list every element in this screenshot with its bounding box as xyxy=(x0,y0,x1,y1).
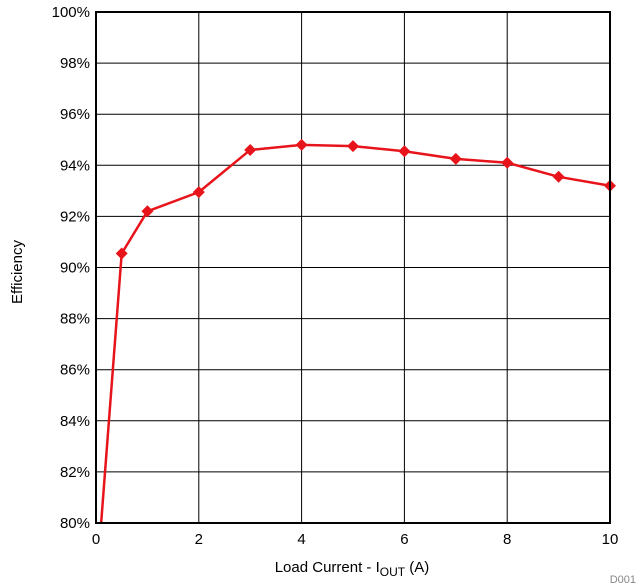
y-tick-labels: 80% 82% 84% 86% 88% 90% 92% 94% 96% 98% 100% xyxy=(52,4,90,532)
series-line xyxy=(99,143,611,524)
x-tick-label: 8 xyxy=(503,531,511,548)
plot-frame xyxy=(95,11,611,524)
grid-lines xyxy=(96,12,610,523)
y-tick-label: 88% xyxy=(60,311,90,328)
data-point-marker xyxy=(115,247,128,260)
data-point-marker xyxy=(192,186,205,199)
x-axis-label-subscript: OUT xyxy=(380,565,406,579)
y-axis-label: Efficiency xyxy=(9,240,26,304)
x-axis-label-main: Load Current - I xyxy=(275,559,380,576)
y-tick-label: 100% xyxy=(52,4,90,21)
figure-code: D001 xyxy=(610,574,636,586)
data-point-marker xyxy=(347,140,359,153)
data-point-marker xyxy=(295,138,308,151)
data-point-marker xyxy=(552,170,565,183)
x-tick-label: 6 xyxy=(400,531,408,548)
y-tick-label: 98% xyxy=(60,55,90,72)
y-tick-label: 90% xyxy=(60,260,90,277)
data-point-marker xyxy=(398,145,411,158)
x-tick-label: 10 xyxy=(602,531,619,548)
y-tick-label: 86% xyxy=(60,362,90,379)
y-tick-label: 82% xyxy=(60,464,90,481)
x-tick-label: 4 xyxy=(297,531,305,548)
x-axis-label: Load Current - IOUT (A) xyxy=(275,559,430,579)
data-point-marker xyxy=(501,156,514,169)
y-tick-label: 84% xyxy=(60,413,90,430)
data-point-marker xyxy=(449,152,462,165)
y-tick-label: 96% xyxy=(60,106,90,123)
data-point-marker xyxy=(244,143,257,156)
y-tick-label: 80% xyxy=(60,515,90,532)
y-tick-label: 94% xyxy=(60,157,90,174)
data-point-marker xyxy=(141,205,154,218)
y-tick-label: 92% xyxy=(60,208,90,225)
x-tick-label: 0 xyxy=(92,531,100,548)
x-tick-labels: 0 2 4 6 8 10 xyxy=(92,531,619,548)
x-tick-label: 2 xyxy=(195,531,203,548)
series-layer xyxy=(99,138,616,524)
x-axis-label-unit: (A) xyxy=(405,559,429,576)
